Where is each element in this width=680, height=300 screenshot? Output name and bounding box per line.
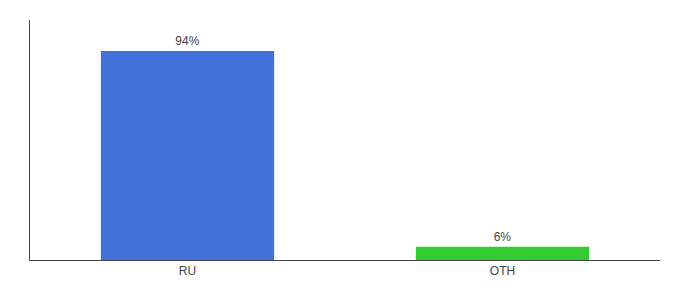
svg-text:94%: 94% [175, 34, 199, 48]
svg-text:6%: 6% [494, 230, 512, 244]
svg-text:OTH: OTH [490, 264, 515, 278]
svg-text:RU: RU [179, 264, 196, 278]
